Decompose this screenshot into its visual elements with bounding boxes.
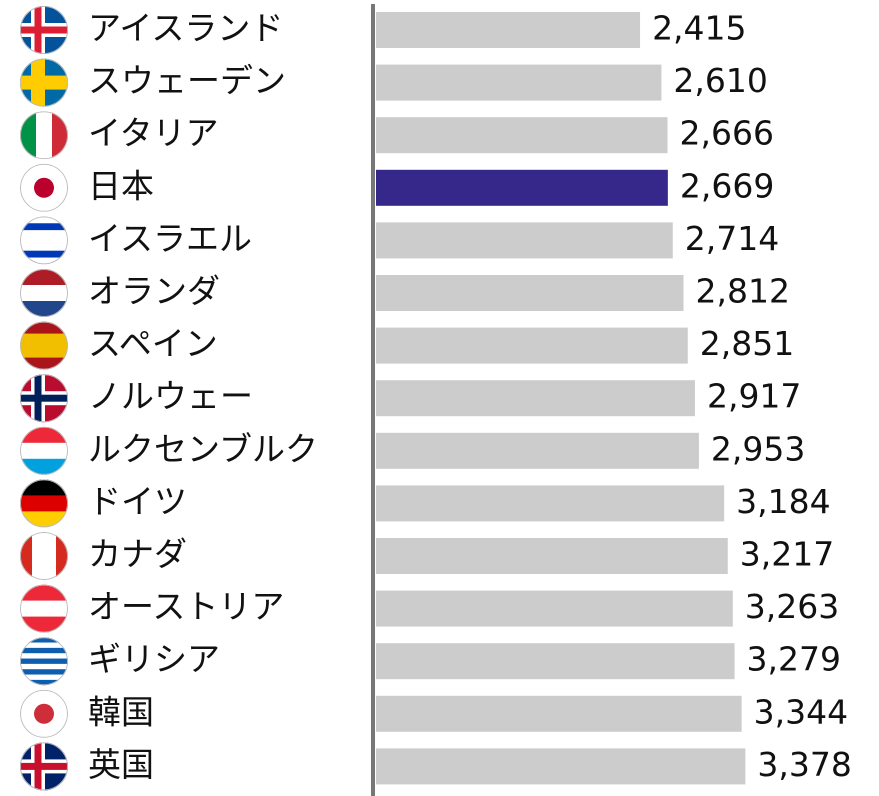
category-label: スペイン bbox=[88, 324, 218, 363]
bar bbox=[376, 590, 733, 627]
category-label: イスラエル bbox=[88, 219, 252, 258]
flag-icon bbox=[20, 58, 68, 107]
flag-icon bbox=[20, 6, 68, 54]
value-label: 2,953 bbox=[711, 429, 805, 468]
bar bbox=[376, 432, 699, 469]
category-label: カナダ bbox=[88, 535, 187, 574]
category-label: オランダ bbox=[88, 272, 220, 311]
category-label: 英国 bbox=[88, 745, 154, 784]
flag-icon bbox=[20, 374, 68, 423]
bar bbox=[376, 64, 662, 101]
value-label: 3,378 bbox=[757, 745, 851, 784]
bar bbox=[376, 327, 688, 364]
bar bbox=[376, 380, 695, 417]
category-label: スウェーデン bbox=[88, 61, 286, 100]
flag-icon bbox=[20, 637, 68, 686]
category-label: ルクセンブルク bbox=[88, 429, 318, 468]
flag-icon bbox=[20, 111, 68, 160]
value-label: 2,851 bbox=[700, 324, 794, 363]
flag-icon bbox=[20, 584, 68, 633]
value-label: 2,666 bbox=[680, 114, 774, 153]
bar bbox=[376, 222, 673, 259]
bar bbox=[376, 12, 641, 48]
category-label: オーストリア bbox=[88, 587, 284, 626]
bar bbox=[376, 485, 725, 522]
bar bbox=[376, 748, 746, 785]
flag-icon bbox=[20, 532, 68, 580]
bar bbox=[376, 275, 684, 311]
value-label: 3,263 bbox=[745, 587, 839, 626]
flag-icon bbox=[20, 216, 68, 265]
category-label: イタリア bbox=[88, 114, 219, 153]
flag-icon bbox=[20, 742, 68, 791]
flag-icon bbox=[20, 163, 68, 212]
flag-icon bbox=[20, 426, 68, 475]
category-label: ドイツ bbox=[88, 482, 187, 521]
category-label: ギリシア bbox=[88, 640, 220, 679]
bar bbox=[376, 643, 735, 680]
flag-icon bbox=[20, 321, 68, 370]
bar bbox=[376, 169, 668, 206]
bar bbox=[376, 117, 668, 154]
category-label: 日本 bbox=[88, 166, 154, 205]
category-label: ノルウェー bbox=[88, 377, 253, 416]
category-label: アイスランド bbox=[88, 9, 283, 48]
bar bbox=[376, 538, 728, 574]
category-label: 韓国 bbox=[88, 692, 154, 731]
value-label: 2,714 bbox=[685, 219, 779, 258]
value-label: 3,184 bbox=[736, 482, 830, 521]
value-label: 3,279 bbox=[747, 640, 841, 679]
value-label: 2,610 bbox=[673, 61, 767, 100]
value-label: 2,415 bbox=[652, 9, 746, 48]
flag-icon bbox=[20, 479, 68, 528]
value-label: 3,344 bbox=[754, 692, 848, 731]
flag-icon bbox=[20, 689, 68, 738]
value-label: 2,812 bbox=[695, 272, 789, 311]
value-label: 2,669 bbox=[680, 166, 774, 205]
value-label: 3,217 bbox=[740, 535, 834, 574]
value-label: 2,917 bbox=[707, 377, 801, 416]
flag-icon bbox=[20, 269, 68, 317]
bar bbox=[376, 695, 742, 732]
